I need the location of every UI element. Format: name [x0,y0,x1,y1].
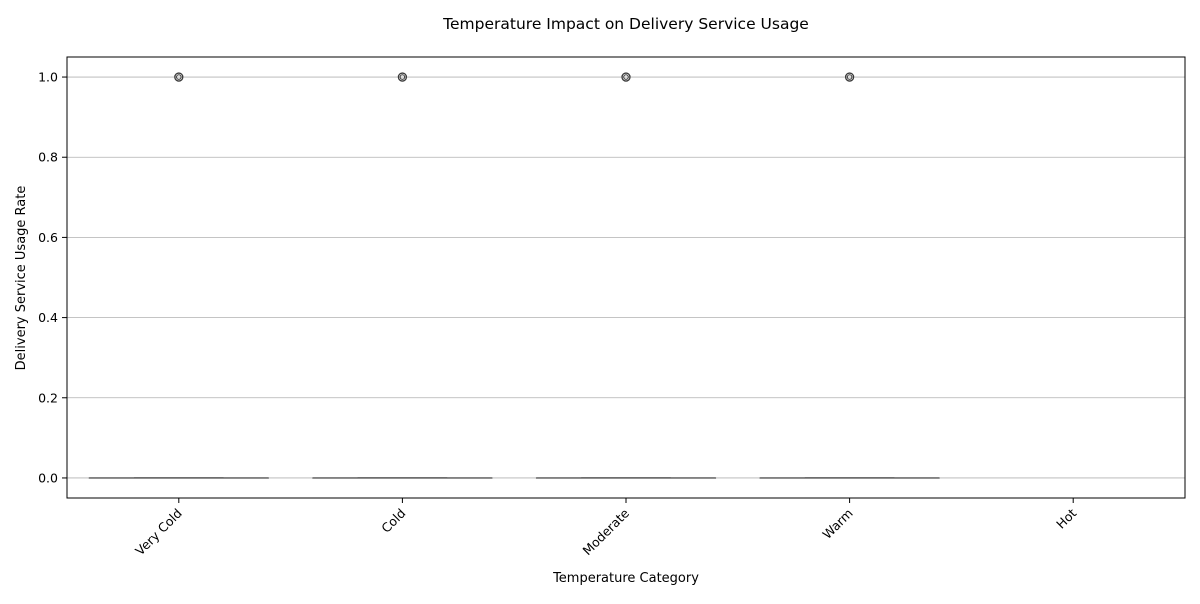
y-axis: 0.0 0.2 0.4 0.6 0.8 1.0 [38,70,67,486]
y-tick-label: 0.8 [38,150,58,165]
box-moderate [537,73,716,478]
y-tick-label: 0.4 [38,310,58,325]
x-tick-label: Moderate [579,505,632,558]
plot-frame [67,57,1185,498]
x-axis: Very Cold Cold Moderate Warm Hot [132,498,1079,558]
x-tick-label: Cold [378,506,408,536]
x-tick-label: Very Cold [132,506,185,559]
y-axis-label: Delivery Service Usage Rate [14,186,29,371]
x-tick-label: Hot [1053,505,1079,531]
chart-title: Temperature Impact on Delivery Service U… [442,15,809,33]
box-very-cold [89,73,268,478]
x-axis-label: Temperature Category [552,571,699,586]
boxes [89,73,939,478]
y-tick-label: 1.0 [38,70,58,85]
box-warm [760,73,939,478]
grid [67,77,1185,478]
y-tick-label: 0.0 [38,470,58,485]
y-tick-label: 0.2 [38,390,58,405]
x-tick-label: Warm [819,506,855,542]
box-cold [313,73,492,478]
y-tick-label: 0.6 [38,230,58,245]
